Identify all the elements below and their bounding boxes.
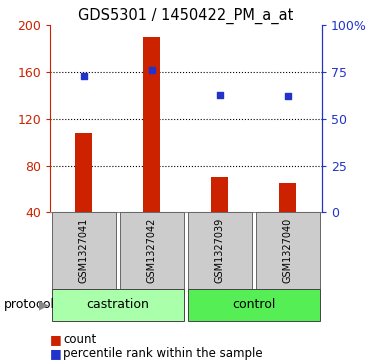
Text: control: control — [232, 298, 276, 311]
Bar — [188, 289, 320, 321]
Bar — [188, 212, 252, 289]
Bar — [52, 289, 184, 321]
Bar — [120, 212, 184, 289]
Bar — [279, 183, 296, 212]
Point — [285, 94, 291, 99]
Bar — [52, 212, 116, 289]
Text: protocol: protocol — [4, 298, 55, 311]
Text: GSM1327042: GSM1327042 — [147, 218, 157, 283]
Point — [149, 68, 155, 73]
Point — [217, 92, 223, 98]
Text: ▶: ▶ — [39, 298, 48, 311]
Bar — [256, 212, 320, 289]
Bar — [211, 177, 228, 212]
Text: GSM1327039: GSM1327039 — [215, 218, 225, 283]
Text: GSM1327040: GSM1327040 — [283, 218, 293, 283]
Text: GSM1327041: GSM1327041 — [79, 218, 89, 283]
Bar — [144, 37, 161, 212]
Text: ■: ■ — [50, 333, 66, 346]
Text: count: count — [63, 333, 96, 346]
Title: GDS5301 / 1450422_PM_a_at: GDS5301 / 1450422_PM_a_at — [78, 8, 294, 24]
Bar — [75, 133, 92, 212]
Text: percentile rank within the sample: percentile rank within the sample — [63, 347, 263, 360]
Text: castration: castration — [87, 298, 149, 311]
Text: ■: ■ — [50, 347, 66, 360]
Point — [81, 73, 87, 79]
